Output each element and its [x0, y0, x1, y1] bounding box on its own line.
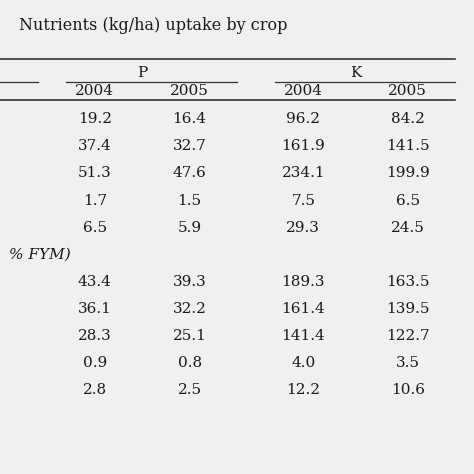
- Text: 4.0: 4.0: [291, 356, 316, 370]
- Text: 25.1: 25.1: [173, 328, 207, 343]
- Text: 1.7: 1.7: [83, 193, 107, 208]
- Text: 36.1: 36.1: [78, 301, 112, 316]
- Text: 29.3: 29.3: [286, 220, 320, 235]
- Text: 122.7: 122.7: [386, 328, 429, 343]
- Text: 2004: 2004: [75, 84, 114, 98]
- Text: 161.4: 161.4: [282, 301, 325, 316]
- Text: P: P: [137, 66, 147, 81]
- Text: 39.3: 39.3: [173, 274, 207, 289]
- Text: 6.5: 6.5: [396, 193, 419, 208]
- Text: 0.9: 0.9: [82, 356, 107, 370]
- Text: Nutrients (kg/ha) uptake by crop: Nutrients (kg/ha) uptake by crop: [19, 17, 287, 34]
- Text: 3.5: 3.5: [396, 356, 419, 370]
- Text: 139.5: 139.5: [386, 301, 429, 316]
- Text: 141.4: 141.4: [282, 328, 325, 343]
- Text: 161.9: 161.9: [282, 139, 325, 154]
- Text: 12.2: 12.2: [286, 383, 320, 397]
- Text: 2005: 2005: [388, 84, 427, 98]
- Text: % FYM): % FYM): [9, 247, 71, 262]
- Text: 32.2: 32.2: [173, 301, 207, 316]
- Text: 2.5: 2.5: [178, 383, 201, 397]
- Text: 84.2: 84.2: [391, 112, 425, 127]
- Text: 24.5: 24.5: [391, 220, 425, 235]
- Text: 16.4: 16.4: [173, 112, 207, 127]
- Text: 2004: 2004: [284, 84, 323, 98]
- Text: 96.2: 96.2: [286, 112, 320, 127]
- Text: 6.5: 6.5: [83, 220, 107, 235]
- Text: 189.3: 189.3: [282, 274, 325, 289]
- Text: 19.2: 19.2: [78, 112, 112, 127]
- Text: 10.6: 10.6: [391, 383, 425, 397]
- Text: 0.8: 0.8: [178, 356, 201, 370]
- Text: 163.5: 163.5: [386, 274, 429, 289]
- Text: 43.4: 43.4: [78, 274, 112, 289]
- Text: 47.6: 47.6: [173, 166, 207, 181]
- Text: 7.5: 7.5: [292, 193, 315, 208]
- Text: 1.5: 1.5: [178, 193, 201, 208]
- Text: K: K: [350, 66, 361, 81]
- Text: 2005: 2005: [170, 84, 209, 98]
- Text: 234.1: 234.1: [282, 166, 325, 181]
- Text: 199.9: 199.9: [386, 166, 429, 181]
- Text: 32.7: 32.7: [173, 139, 207, 154]
- Text: 2.8: 2.8: [83, 383, 107, 397]
- Text: 28.3: 28.3: [78, 328, 112, 343]
- Text: 141.5: 141.5: [386, 139, 429, 154]
- Text: 51.3: 51.3: [78, 166, 112, 181]
- Text: 37.4: 37.4: [78, 139, 112, 154]
- Text: 5.9: 5.9: [178, 220, 201, 235]
